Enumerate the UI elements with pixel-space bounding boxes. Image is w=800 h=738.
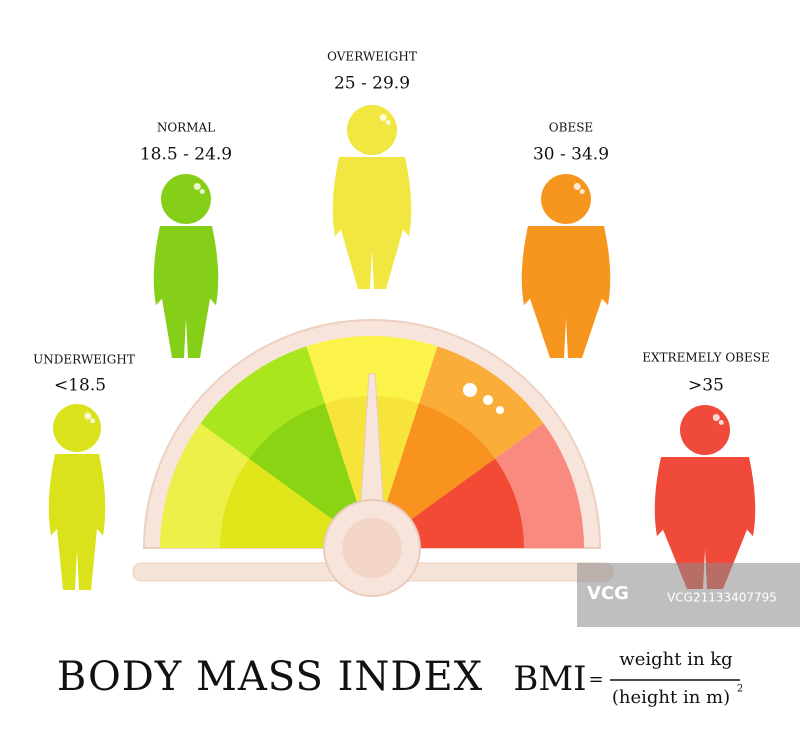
highlight xyxy=(90,418,96,424)
watermark-id: VCG21133407795 xyxy=(667,591,777,605)
figure-body xyxy=(654,457,756,589)
category-range: <18.5 xyxy=(54,376,106,396)
gauge xyxy=(132,319,614,597)
figure-head xyxy=(53,404,101,452)
figure-head xyxy=(680,405,730,455)
figure-body xyxy=(153,226,219,358)
watermark-logo: VCG xyxy=(587,583,629,604)
figure-head xyxy=(161,174,211,224)
figures xyxy=(48,105,756,590)
figure-body xyxy=(48,454,106,590)
category-name: NORMAL xyxy=(157,121,215,135)
highlight xyxy=(84,412,92,420)
title: BODY MASS INDEX xyxy=(57,654,483,700)
category-name: OBESE xyxy=(549,121,593,135)
highlight xyxy=(573,183,581,190)
category-name: OVERWEIGHT xyxy=(327,50,417,64)
formula-equals: = xyxy=(588,669,603,690)
highlight xyxy=(379,114,387,121)
watermark-box xyxy=(577,563,800,627)
highlight xyxy=(385,120,391,125)
highlight xyxy=(483,395,493,405)
formula-lhs: BMI xyxy=(513,659,586,699)
figure-head xyxy=(541,174,591,224)
figure-body xyxy=(332,157,412,289)
category-range: >35 xyxy=(688,376,724,396)
category-name: UNDERWEIGHT xyxy=(33,353,135,367)
figure-head xyxy=(347,105,397,155)
highlight xyxy=(463,383,477,397)
highlight xyxy=(579,189,585,194)
watermark: VCG VCG21133407795 xyxy=(577,563,800,627)
formula-exponent: 2 xyxy=(737,684,743,695)
highlight xyxy=(199,189,205,194)
highlight xyxy=(193,183,201,190)
category-name: EXTREMELY OBESE xyxy=(642,351,769,365)
highlight xyxy=(718,420,724,425)
formula-numerator: weight in kg xyxy=(619,649,732,670)
gauge-hub xyxy=(342,518,402,578)
formula-denominator: (height in m) xyxy=(612,687,730,708)
category-range: 25 - 29.9 xyxy=(334,74,410,94)
category-range: 18.5 - 24.9 xyxy=(140,145,232,165)
highlight xyxy=(712,414,720,421)
category-range: 30 - 34.9 xyxy=(533,145,609,165)
highlight xyxy=(496,406,504,414)
figure-body xyxy=(521,226,611,358)
